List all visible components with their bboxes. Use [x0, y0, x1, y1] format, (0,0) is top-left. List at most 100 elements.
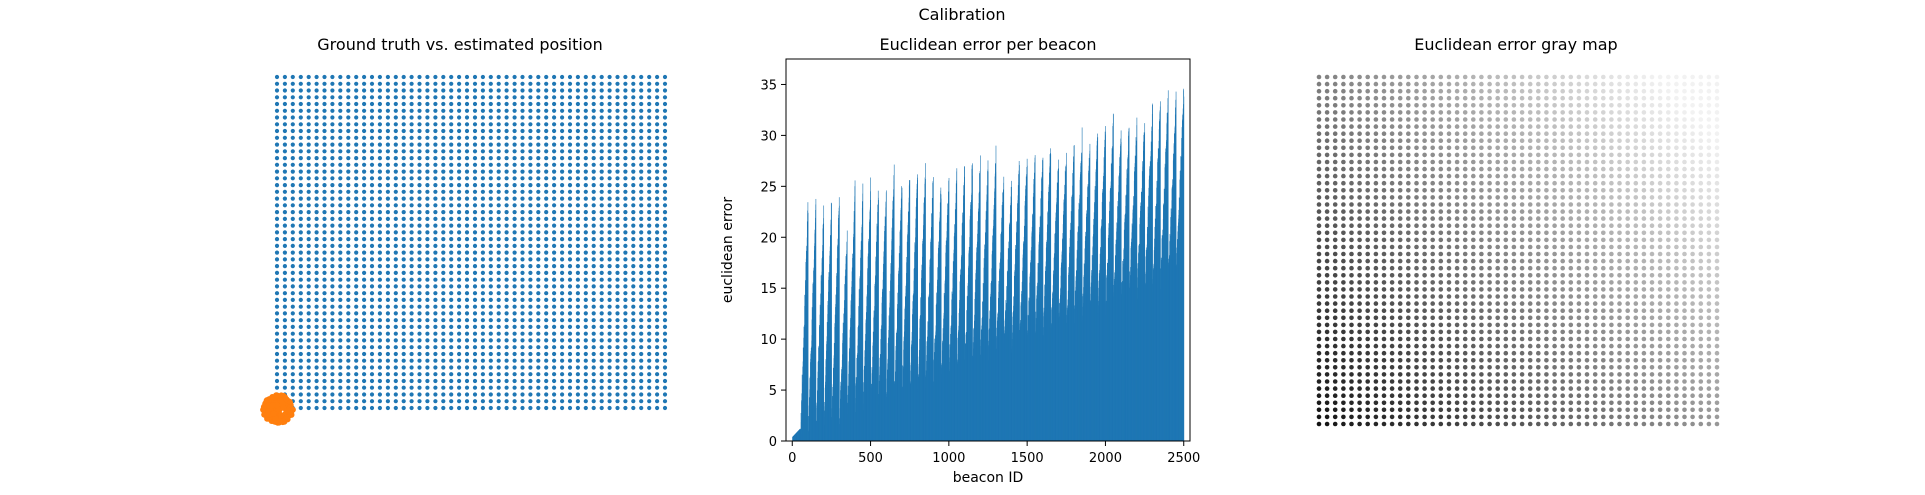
ground-truth-point: [662, 169, 668, 174]
error-bar: [839, 205, 840, 441]
ground-truth-point: [623, 311, 628, 316]
ground-truth-point: [385, 128, 390, 134]
ground-truth-point: [457, 176, 462, 181]
ground-truth-point: [623, 318, 628, 323]
ground-truth-point: [591, 122, 596, 127]
ground-truth-point: [282, 331, 287, 336]
ground-truth-point: [631, 176, 636, 181]
ground-truth-point: [552, 216, 557, 221]
ground-truth-point: [417, 156, 422, 161]
ground-truth-point: [560, 122, 565, 127]
ground-truth-point: [314, 250, 319, 255]
ground-truth-point: [520, 331, 525, 336]
ground-truth-point: [488, 203, 493, 208]
ground-truth-point: [274, 358, 280, 363]
ground-truth-point: [567, 291, 573, 296]
ground-truth-point: [583, 399, 588, 404]
ground-truth-point: [504, 264, 509, 269]
ground-truth-point: [369, 128, 375, 134]
ground-truth-point: [354, 284, 359, 289]
ground-truth-point: [536, 392, 541, 397]
ground-truth-point: [314, 142, 319, 147]
ground-truth-point: [631, 223, 636, 228]
ground-truth-point: [623, 101, 628, 107]
ground-truth-point: [536, 297, 541, 302]
error-bar: [933, 177, 934, 441]
ground-truth-point: [583, 243, 588, 248]
ground-truth-point: [362, 230, 367, 235]
ground-truth-point: [409, 338, 414, 343]
ground-truth-point: [433, 257, 438, 262]
ground-truth-point: [528, 135, 533, 140]
ground-truth-point: [504, 122, 509, 127]
ground-truth-point: [591, 74, 596, 80]
ground-truth-point: [314, 189, 319, 194]
ground-truth-point: [369, 304, 375, 309]
ground-truth-point: [464, 331, 470, 336]
ground-truth-point: [631, 399, 636, 404]
ground-truth-point: [346, 378, 351, 384]
ground-truth-point: [393, 203, 398, 208]
ground-truth-point: [623, 135, 628, 140]
ground-truth-point: [552, 189, 557, 194]
ground-truth-point: [322, 142, 327, 147]
ground-truth-point: [615, 291, 620, 296]
ground-truth-point: [441, 392, 446, 397]
ground-truth-point: [512, 257, 517, 262]
ground-truth-point: [504, 284, 509, 289]
ground-truth-point: [346, 223, 351, 228]
ground-truth-point: [298, 237, 303, 242]
ground-truth-point: [488, 122, 493, 127]
ground-truth-point: [306, 372, 311, 377]
ground-truth-point: [385, 324, 390, 329]
ground-truth-point: [449, 311, 454, 316]
estimated-point: [280, 404, 287, 411]
ground-truth-point: [409, 304, 414, 309]
ground-truth-point: [575, 270, 581, 275]
ground-truth-point: [457, 331, 462, 336]
ground-truth-point: [607, 128, 612, 134]
error-bar: [878, 200, 879, 441]
ground-truth-point: [425, 304, 430, 309]
ground-truth-point: [330, 345, 335, 350]
ground-truth-point: [662, 95, 668, 100]
ground-truth-point: [615, 223, 620, 228]
ground-truth-point: [552, 183, 557, 188]
ground-truth-point: [607, 156, 612, 161]
ground-truth-point: [314, 135, 319, 140]
ground-truth-point: [544, 345, 549, 350]
ground-truth-point: [662, 284, 668, 289]
ground-truth-point: [615, 399, 620, 404]
ground-truth-point: [615, 345, 620, 350]
ground-truth-point: [417, 128, 422, 134]
ground-truth-point: [464, 378, 470, 384]
ground-truth-point: [496, 291, 501, 296]
estimated-point: [283, 396, 289, 403]
ground-truth-point: [504, 230, 509, 235]
ground-truth-point: [623, 230, 628, 235]
ground-truth-point: [377, 365, 382, 370]
ground-truth-point: [512, 284, 517, 289]
error-bar: [1042, 157, 1044, 441]
ground-truth-point: [591, 277, 596, 282]
ground-truth-point: [457, 270, 462, 275]
ground-truth-point: [274, 257, 280, 262]
ground-truth-point: [607, 230, 612, 235]
ground-truth-point: [472, 311, 478, 316]
ground-truth-point: [520, 149, 525, 154]
ground-truth-point: [655, 95, 660, 100]
ground-truth-point: [544, 88, 549, 93]
ground-truth-point: [623, 250, 628, 255]
ground-truth-point: [306, 237, 311, 242]
ground-truth-point: [338, 385, 343, 390]
ground-truth-point: [591, 196, 596, 201]
ground-truth-point: [472, 176, 478, 181]
ground-truth-point: [298, 284, 303, 289]
ground-truth-point: [449, 149, 454, 154]
ground-truth-point: [575, 405, 581, 411]
ground-truth-point: [298, 291, 303, 296]
ground-truth-point: [282, 318, 287, 323]
ground-truth-point: [615, 128, 620, 134]
ground-truth-point: [520, 169, 525, 174]
ground-truth-point: [544, 399, 549, 404]
